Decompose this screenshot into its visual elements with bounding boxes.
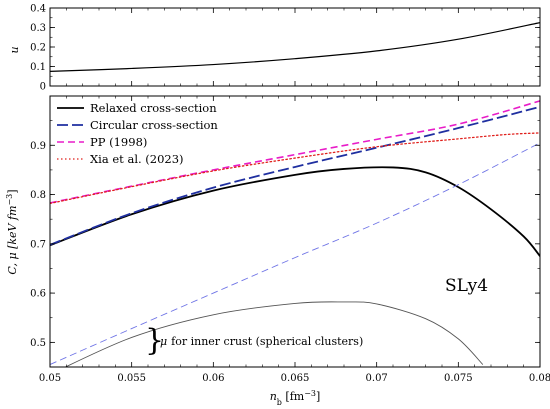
ylabel-close: ] (6, 189, 19, 193)
bottom-ytick-label-0: 0.5 (30, 338, 46, 349)
bottom-xtick-label-1: 0.055 (117, 373, 146, 384)
legend-label-2: PP (1998) (90, 135, 147, 149)
legend-label-3: Xia et al. (2023) (90, 152, 184, 166)
top-ytick-label-3: 0.3 (30, 23, 46, 34)
bottom-ylabel: C, μ [keV fm−3] (5, 189, 20, 274)
bottom-ytick-label-3: 0.8 (30, 190, 46, 201)
ylabel-exp: −3 (5, 194, 14, 206)
model-label: SLy4 (445, 276, 488, 296)
top-ticks: 0 0.1 0.2 0.3 0.4 (30, 4, 541, 93)
xlabel-close: ] (316, 390, 320, 403)
bottom-xlabel: nb [fm−3] (270, 389, 321, 407)
xlabel-exp: −3 (304, 389, 316, 398)
bottom-ytick-label-4: 0.9 (30, 141, 46, 152)
top-ytick-label-2: 0.2 (30, 43, 46, 54)
bottom-series-0 (50, 166, 540, 257)
top-panel: 0 0.1 0.2 0.3 0.4 u (8, 4, 541, 93)
bottom-panel: 0.5 0.6 0.7 0.8 0.9 0.05 0.055 0.06 0.065 0.07 0.0… (5, 95, 550, 407)
bottom-series-4 (50, 142, 540, 365)
legend-label-0: Relaxed cross-section (90, 101, 217, 115)
mu-annotation: μ for inner crust (spherical clusters) (160, 335, 363, 348)
bottom-plot-area (50, 100, 540, 367)
bottom-xtick-label-4: 0.07 (366, 373, 388, 384)
xlabel-unit: [fm (282, 390, 305, 403)
bottom-ytick-label-1: 0.6 (30, 289, 46, 300)
top-ytick-label-4: 0.4 (30, 4, 46, 15)
bottom-frame (49, 95, 541, 368)
mu-symbol: μ (160, 335, 167, 348)
ylabel-main: C, μ [keV fm (6, 206, 19, 275)
bottom-xtick-label-0: 0.05 (39, 373, 61, 384)
top-frame (49, 7, 541, 87)
mu-text: for inner crust (spherical clusters) (171, 335, 363, 348)
legend: Relaxed cross-section Circular cross-sect… (57, 101, 218, 166)
legend-label-1: Circular cross-section (90, 118, 218, 132)
bottom-series-2 (50, 100, 540, 204)
top-series-0 (50, 22, 540, 72)
xlabel-sub: b (277, 398, 282, 407)
bottom-ytick-label-2: 0.7 (30, 239, 46, 250)
bottom-series-1 (50, 105, 540, 246)
bottom-xtick-label-6: 0.08 (529, 373, 550, 384)
bottom-ticks: 0.5 0.6 0.7 0.8 0.9 0.05 0.055 0.06 0.065 0.07 0.0… (30, 95, 550, 384)
brace-symbol: } (145, 323, 164, 358)
bottom-series-3 (50, 132, 540, 205)
top-ytick-label-1: 0.1 (30, 62, 46, 73)
bottom-xtick-label-3: 0.065 (281, 373, 310, 384)
bottom-xtick-label-5: 0.075 (444, 373, 473, 384)
top-ylabel: u (8, 46, 21, 53)
bottom-series-5 (64, 301, 484, 367)
top-ytick-label-0: 0 (40, 82, 46, 93)
xlabel-main: n (270, 390, 277, 403)
bottom-xtick-label-2: 0.06 (202, 373, 224, 384)
top-plot-area (50, 22, 540, 72)
